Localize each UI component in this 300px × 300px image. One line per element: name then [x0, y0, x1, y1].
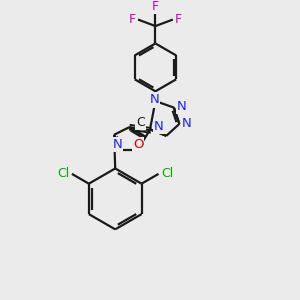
Text: F: F [175, 13, 182, 26]
Text: N: N [112, 138, 122, 151]
Text: F: F [129, 13, 136, 26]
Text: N: N [149, 94, 159, 106]
Text: N: N [177, 100, 186, 113]
Text: N: N [154, 120, 164, 133]
Text: Cl: Cl [57, 167, 69, 180]
Text: N: N [182, 117, 192, 130]
Text: C: C [136, 116, 145, 129]
Text: O: O [133, 138, 143, 151]
Text: Cl: Cl [161, 167, 173, 180]
Text: F: F [152, 0, 159, 13]
